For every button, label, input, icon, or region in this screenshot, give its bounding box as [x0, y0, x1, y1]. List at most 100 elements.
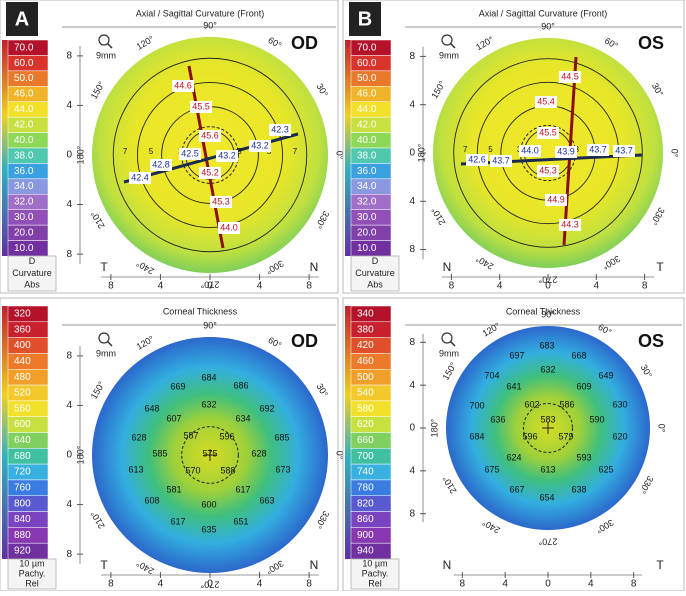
thickness-reading: 638: [571, 484, 586, 494]
bottom-tick-label: 0: [545, 281, 551, 292]
bottom-tick-label: 0: [207, 281, 213, 292]
bottom-tick-label: 4: [158, 579, 164, 590]
scale-label: 580: [357, 403, 374, 414]
scale-label: 10.0: [357, 243, 377, 254]
thickness-reading: 663: [259, 495, 274, 505]
scale-label: 940: [357, 546, 374, 557]
steep-reading-box: [537, 127, 559, 139]
corner-label: N: [310, 558, 319, 572]
thickness-reading: 581: [166, 484, 181, 494]
flat-reading-box: [179, 148, 201, 160]
steep-reading-box: [559, 71, 581, 83]
thickness-reading: 583: [540, 414, 555, 424]
flat-reading: 43.9: [557, 146, 575, 156]
zoom-label: 9mm: [439, 348, 459, 358]
flat-reading: 43.7: [492, 155, 510, 165]
scale-label: 800: [14, 498, 31, 509]
left-tick-label: 4: [66, 100, 72, 111]
zoom-label: 9mm: [96, 348, 116, 358]
scale-label: 42.0: [14, 119, 34, 130]
scale-label: 50.0: [14, 73, 34, 84]
scale-label: 660: [357, 435, 374, 446]
scale-label: 700: [357, 451, 374, 462]
thickness-reading: 625: [598, 464, 613, 474]
scale-label: 540: [357, 388, 374, 399]
scale-label: 640: [14, 435, 31, 446]
pupil-ring: [181, 426, 239, 484]
scale-label: 820: [357, 498, 374, 509]
angle-label: 180°: [75, 145, 85, 164]
zoom-icon: [441, 332, 453, 344]
panel: 340 380 420 460 500 540 580 620 660 700 740 780 820 8…: [342, 297, 685, 592]
angle-label: 90°: [203, 20, 217, 30]
thickness-reading: 635: [201, 524, 216, 534]
bottom-tick-label: 8: [642, 281, 648, 292]
left-tick-label: 8: [409, 337, 415, 348]
ring-label: 7: [293, 147, 298, 156]
flat-reading-box: [555, 146, 577, 158]
steep-reading-box: [535, 96, 557, 108]
scale-label: 46.0: [14, 89, 34, 100]
zoom-handle: [106, 42, 113, 49]
ring: [453, 58, 643, 248]
panel: 3203604004404805205606006406807207608008…: [0, 297, 345, 592]
thickness-reading: 570: [185, 465, 200, 475]
corner-label: T: [656, 558, 664, 572]
thickness-reading: 675: [484, 464, 499, 474]
scale-footer: [350, 558, 400, 590]
bottom-tick-label: 0: [207, 579, 213, 590]
thickness-reading: 684: [201, 372, 216, 382]
flat-reading: 43.2: [251, 140, 269, 150]
bottom-tick-label: 8: [460, 579, 466, 590]
zoom-label: 9mm: [439, 50, 459, 60]
left-tick-label: 4: [66, 199, 72, 210]
scale-label: 780: [357, 482, 374, 493]
flat-reading: 43.7: [589, 144, 607, 154]
eye-label: OS: [638, 331, 664, 351]
corner-label: N: [443, 260, 452, 274]
steep-reading-box: [172, 80, 194, 92]
left-tick-label: 8: [66, 249, 72, 260]
thickness-reading: 636: [490, 414, 505, 424]
pupil-ring: [181, 126, 239, 184]
zoom-handle: [106, 340, 113, 347]
scale-footer-label: Pachy.: [362, 568, 389, 578]
scale-footer-label: 10 µm: [19, 558, 44, 568]
steep-reading-box: [199, 167, 221, 179]
ring-label: 3: [237, 147, 242, 156]
panel-letter-box: [6, 2, 38, 36]
angle-label: 90°: [541, 309, 555, 319]
scale-label: 860: [357, 514, 374, 525]
scale-label: 340: [357, 309, 374, 320]
angle-label: 0°: [657, 424, 667, 433]
scale-label: 880: [14, 530, 31, 541]
steep-axis: [187, 65, 225, 249]
flat-reading-box: [613, 145, 635, 157]
thickness-reading: 624: [506, 452, 521, 462]
scale-label: 38.0: [14, 150, 34, 161]
map-disc: [92, 37, 328, 273]
flat-reading-box: [587, 144, 609, 156]
scale-footer-label: Curvature: [355, 268, 395, 278]
bottom-tick-label: 0: [545, 579, 551, 590]
scale-label: 320: [14, 309, 31, 320]
left-tick-label: 4: [409, 465, 415, 476]
thickness-reading: 588: [220, 465, 235, 475]
scale-label: 460: [357, 356, 374, 367]
corner-label: N: [443, 558, 452, 572]
steep-reading-box: [210, 196, 232, 208]
flat-reading-box: [490, 155, 512, 167]
thickness-reading: 586: [559, 399, 574, 409]
thickness-reading: 579: [558, 431, 573, 441]
bottom-tick-label: 4: [594, 281, 600, 292]
flat-reading: 43.7: [615, 145, 633, 155]
corner-label: T: [100, 260, 108, 274]
scale-label: 42.0: [357, 119, 377, 130]
thickness-reading: 697: [509, 350, 524, 360]
flat-reading-box: [216, 150, 238, 162]
flat-reading: 42.3: [271, 124, 289, 134]
steep-reading-box: [218, 222, 240, 234]
scale-footer-label: Curvature: [12, 268, 52, 278]
scale-label: 70.0: [14, 42, 34, 53]
